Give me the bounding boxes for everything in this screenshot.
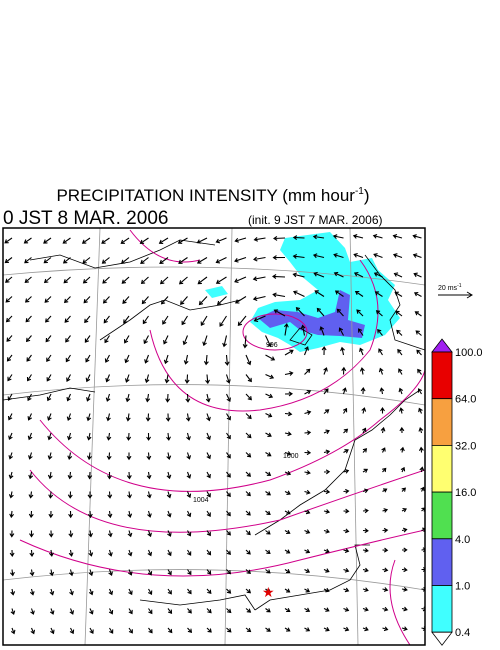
wind-scale-text: 20 ms <box>438 285 458 292</box>
graticule <box>3 228 425 645</box>
wind-vectors <box>4 233 425 635</box>
colorbar-bin <box>431 491 453 540</box>
contour-label: 996 <box>266 342 278 349</box>
title: PRECIPITATION INTENSITY (mm hour-1) <box>56 186 369 205</box>
title-sup: -1 <box>355 186 364 197</box>
title-text: PRECIPITATION INTENSITY (mm hour <box>56 186 355 205</box>
colorbar: 100.0 64.0 32.0 16.0 4.0 1.0 0.4 <box>431 338 483 646</box>
colorbar-over <box>431 338 453 353</box>
colorbar-label: 100.0 <box>455 347 483 359</box>
colorbar-bin <box>431 444 453 493</box>
precip-moderate <box>258 290 365 338</box>
wind-scale-sup: -1 <box>457 283 462 289</box>
colorbar-bin <box>431 538 453 586</box>
colorbar-label: 32.0 <box>455 440 476 452</box>
precip-light <box>205 286 228 298</box>
title-close: ) <box>364 186 370 205</box>
station-marker: ★ <box>262 584 275 600</box>
wind-scale-label: 20 ms-1 <box>438 283 462 292</box>
colorbar-label: 16.0 <box>455 487 476 499</box>
colorbar-bin <box>431 585 453 633</box>
colorbar-bin <box>431 351 453 400</box>
colorbar-label: 4.0 <box>455 534 470 546</box>
colorbar-label: 1.0 <box>455 581 470 593</box>
map: 996 1000 1004 ★ <box>3 228 425 645</box>
contour-label: 1000 <box>283 453 299 460</box>
map-frame <box>2 227 426 646</box>
wind-scale-arrow <box>438 291 473 299</box>
colorbar-label: 64.0 <box>455 394 476 406</box>
colorbar-under <box>431 631 453 646</box>
colorbar-bin <box>431 398 453 446</box>
init-time: (init. 9 JST 7 MAR. 2006) <box>248 213 383 227</box>
colorbar-label: 0.4 <box>455 627 470 639</box>
valid-time: 0 JST 8 MAR. 2006 <box>3 208 168 229</box>
contour-label: 1004 <box>193 497 209 504</box>
